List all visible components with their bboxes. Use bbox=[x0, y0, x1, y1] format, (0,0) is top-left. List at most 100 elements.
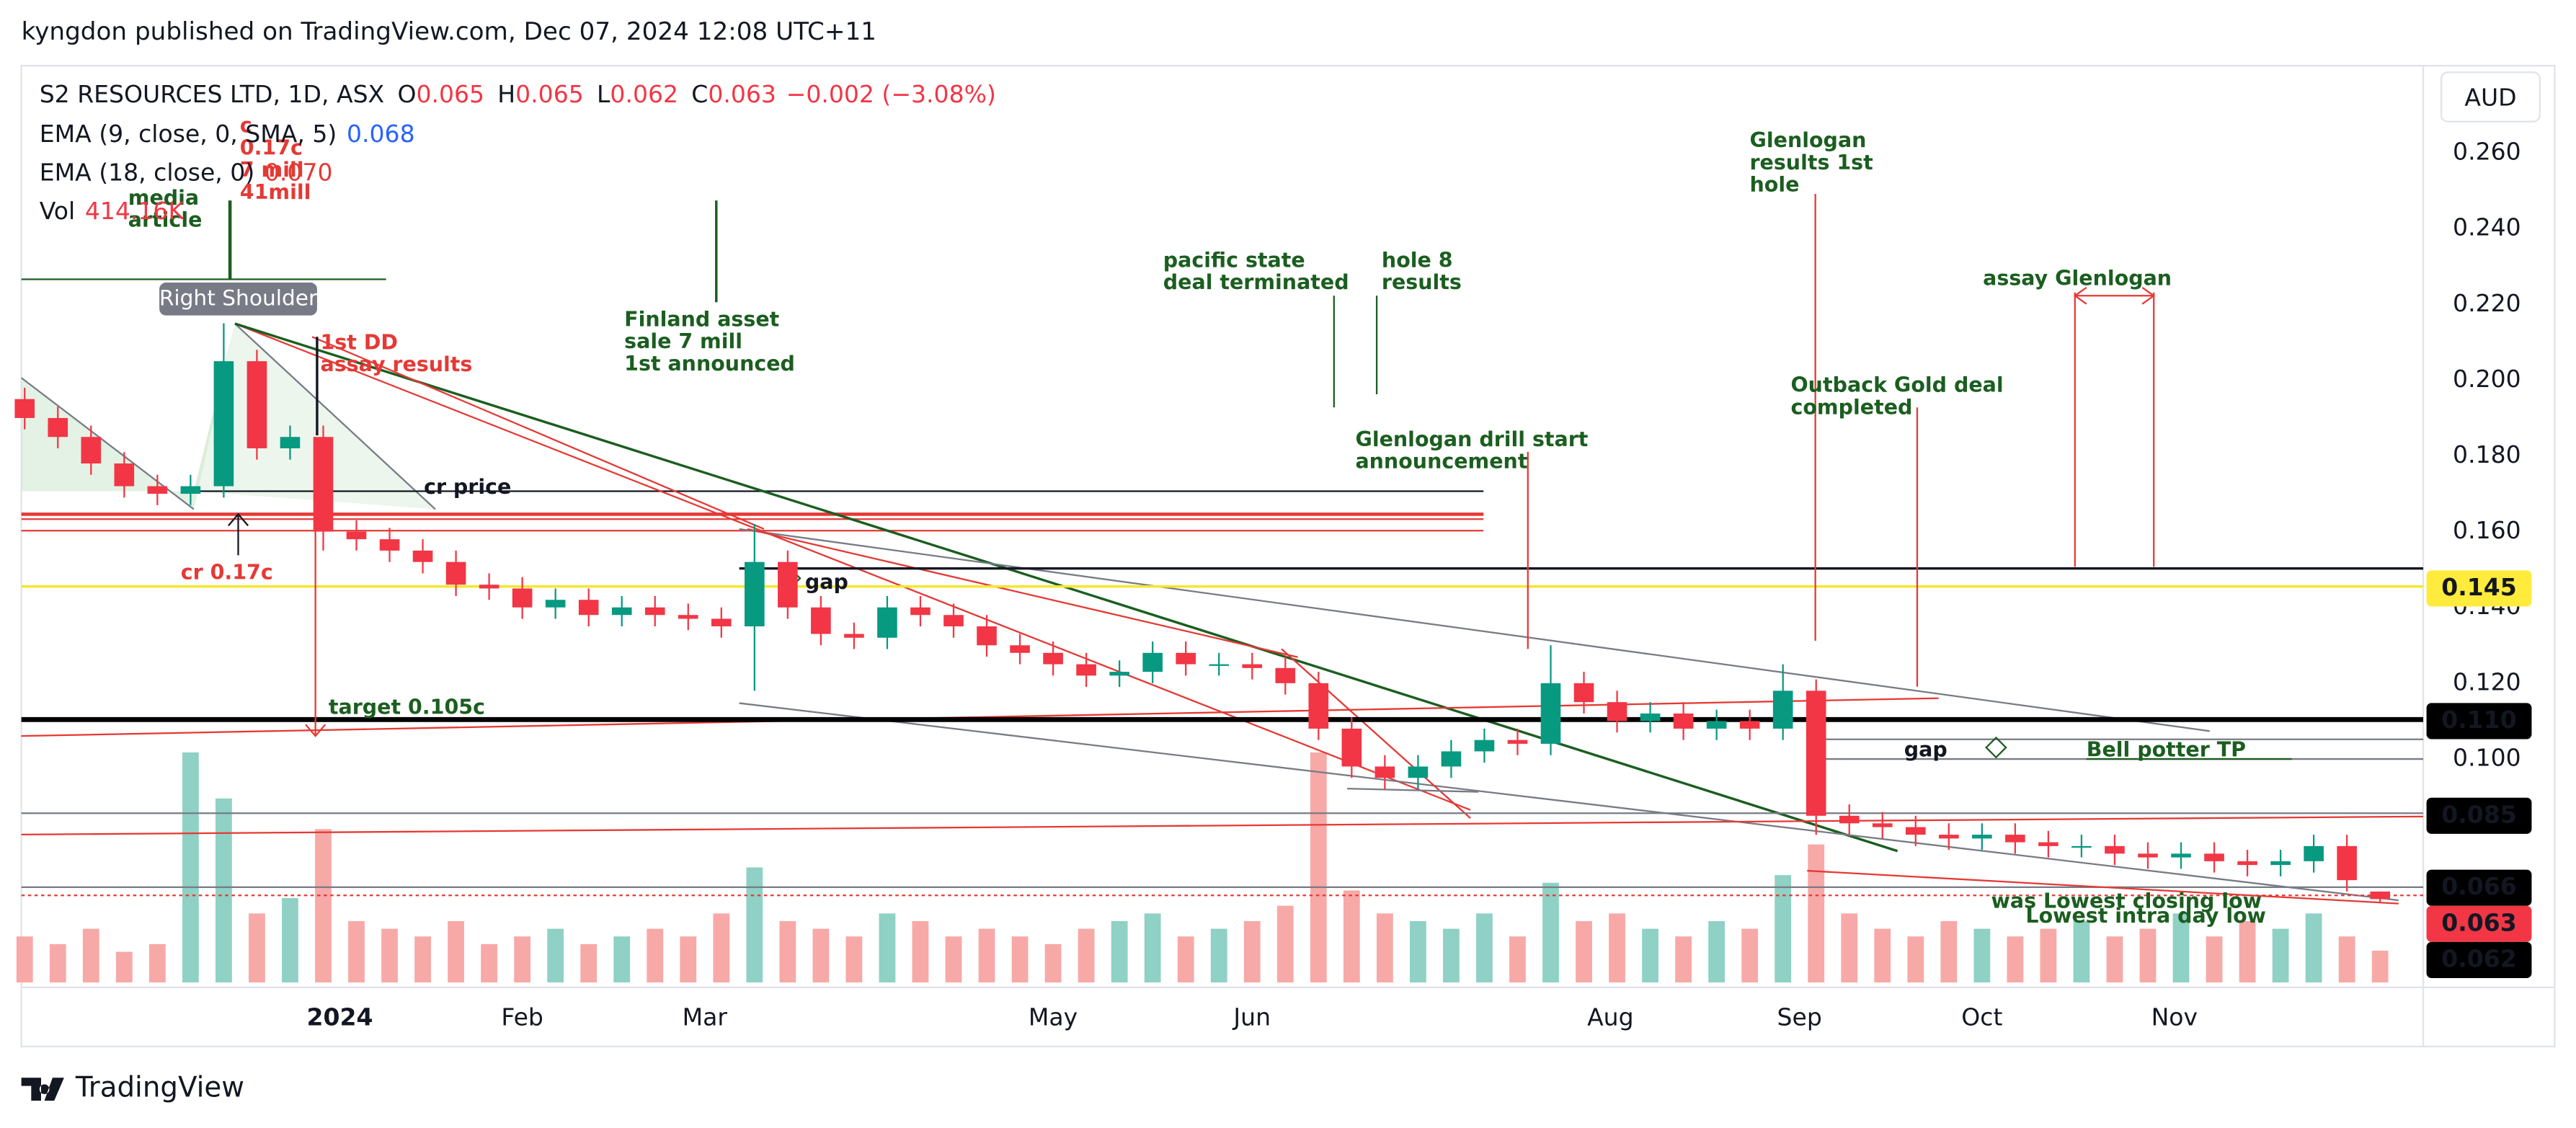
volume-bar bbox=[448, 920, 464, 983]
annotation: 1st DD bbox=[320, 330, 398, 354]
volume-bar bbox=[1808, 844, 1825, 983]
legend-item: EMA (18, close, 0) bbox=[40, 158, 255, 186]
candle-body bbox=[877, 607, 897, 638]
annotation: Outback Gold deal bbox=[1790, 373, 2003, 397]
volume-bar bbox=[1210, 928, 1227, 983]
volume-bar bbox=[1409, 920, 1426, 983]
x-tick-label: Feb bbox=[501, 1003, 543, 1031]
annotation: assay Glenlogan bbox=[1983, 266, 2172, 290]
candle-body bbox=[313, 437, 334, 532]
volume-bar bbox=[1675, 936, 1692, 983]
legend-item: 0.068 bbox=[347, 119, 415, 147]
x-tick-label: Mar bbox=[683, 1003, 728, 1031]
legend-row: Vol 414.16K bbox=[40, 197, 185, 225]
volume-bar bbox=[481, 943, 498, 983]
annotation: article bbox=[128, 208, 203, 232]
volume-bar bbox=[1376, 913, 1393, 983]
volume-bar bbox=[2106, 936, 2123, 983]
candle-body bbox=[1109, 672, 1129, 676]
price-tag-label: 0.062 bbox=[2441, 944, 2517, 972]
legend-item: −0.002 (−3.08%) bbox=[786, 80, 996, 108]
y-tick-label: 0.220 bbox=[2453, 289, 2521, 317]
badge bbox=[159, 283, 317, 316]
price-tag bbox=[2426, 703, 2532, 740]
volume-bar bbox=[1276, 905, 1294, 983]
candle-body bbox=[2337, 845, 2357, 881]
candle-body bbox=[180, 486, 201, 494]
candle-body bbox=[1242, 664, 1263, 668]
legend-item: 0.065 bbox=[416, 80, 484, 108]
candle-body bbox=[1010, 645, 1030, 653]
legend-row: EMA (18, close, 0) 0.070 bbox=[40, 158, 333, 186]
candle-body bbox=[1939, 835, 1959, 839]
annotation: deal terminated bbox=[1163, 270, 1349, 294]
candle-body bbox=[445, 561, 466, 585]
candle-body bbox=[844, 634, 864, 638]
volume-bar bbox=[1907, 936, 1924, 983]
volume-bar bbox=[1078, 928, 1095, 983]
legend-item: Vol bbox=[40, 197, 75, 225]
volume-bar bbox=[613, 936, 631, 983]
price-axis: 0.1000.1200.1400.1600.1800.2000.2200.240… bbox=[2426, 138, 2532, 979]
volume-bar bbox=[282, 898, 298, 983]
volume-bar bbox=[812, 928, 830, 983]
candle-body bbox=[778, 561, 798, 608]
volume-bar bbox=[2239, 920, 2256, 983]
volume-bar bbox=[315, 829, 332, 983]
y-tick-label: 0.100 bbox=[2453, 743, 2521, 771]
candle-body bbox=[977, 626, 997, 646]
candle-body bbox=[2105, 845, 2125, 854]
volume-bar bbox=[1542, 882, 1559, 983]
annotation: Finland asset bbox=[624, 307, 779, 331]
volume-bar bbox=[680, 936, 697, 983]
legend-item: O bbox=[397, 80, 416, 108]
legend-item: EMA (9, close, 0, SMA, 5) bbox=[40, 119, 337, 147]
volume-bar bbox=[2206, 936, 2223, 983]
candle-body bbox=[2171, 853, 2191, 858]
x-tick-label: Nov bbox=[2151, 1003, 2198, 1031]
candle-body bbox=[2204, 853, 2224, 861]
candle-body bbox=[1607, 702, 1627, 721]
legend-row: EMA (9, close, 0, SMA, 5) 0.068 bbox=[40, 119, 415, 147]
volume-bar bbox=[2305, 913, 2322, 983]
candle-body bbox=[147, 486, 168, 494]
volume-bar bbox=[1443, 928, 1460, 983]
candle-body bbox=[2304, 845, 2324, 861]
volume-bar bbox=[912, 920, 929, 983]
candle-body bbox=[2270, 861, 2291, 866]
y-tick-label: 0.160 bbox=[2453, 516, 2521, 544]
x-tick-label: Jun bbox=[1232, 1003, 1271, 1031]
annotation: results bbox=[1382, 270, 1462, 294]
volume-bar bbox=[1576, 920, 1592, 983]
candle-body bbox=[1076, 664, 1096, 676]
candle-body bbox=[1540, 683, 1561, 744]
volume-bar bbox=[1011, 936, 1029, 983]
annotation: results 1st bbox=[1749, 151, 1873, 174]
candle-body bbox=[1142, 652, 1163, 672]
legend-item: 0.063 bbox=[708, 80, 776, 108]
price-tag bbox=[2426, 869, 2532, 906]
price-tag bbox=[2426, 570, 2532, 607]
price-tag-label: 0.066 bbox=[2441, 872, 2517, 900]
legend: S2 RESOURCES LTD, 1D, ASX O0.065 H0.065 L0.… bbox=[40, 80, 996, 225]
annotation: 41mill bbox=[240, 180, 311, 204]
volume-pane bbox=[16, 752, 2389, 983]
volume-bar bbox=[16, 936, 33, 983]
legend-item: 0.070 bbox=[265, 158, 333, 186]
candle-body bbox=[711, 618, 732, 627]
annotation: media bbox=[128, 186, 199, 210]
currency-button[interactable] bbox=[2440, 71, 2541, 123]
volume-bar bbox=[713, 913, 730, 983]
volume-bar bbox=[148, 943, 166, 983]
currency: AUD bbox=[2464, 83, 2516, 111]
price-tag bbox=[2426, 797, 2532, 834]
annotation: 0.17c bbox=[240, 136, 303, 159]
candle-body bbox=[1209, 664, 1230, 666]
volume-bar bbox=[1973, 928, 1991, 983]
annotation: announcement bbox=[1355, 450, 1527, 474]
x-tick-label: Oct bbox=[1961, 1003, 2002, 1031]
candle-body bbox=[644, 607, 665, 616]
volume-bar bbox=[746, 867, 763, 983]
candle-body bbox=[2071, 845, 2092, 848]
volume-bar bbox=[1841, 913, 1858, 983]
